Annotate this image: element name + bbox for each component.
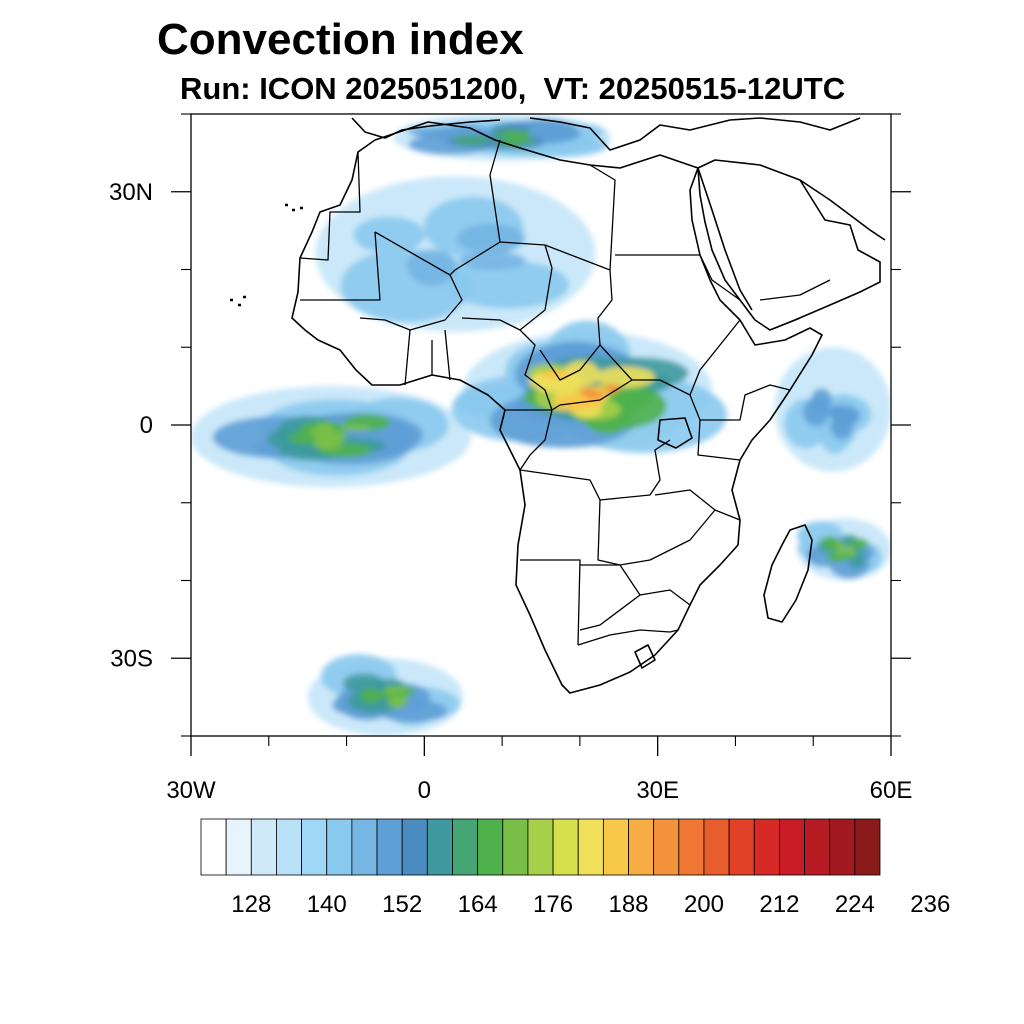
arabia-coastline [697,159,881,331]
colorbar-swatch [653,818,680,876]
red-sea-coast [697,167,753,311]
convection-shading [191,114,891,736]
colorbar-swatch [376,818,403,876]
lesotho-border [634,644,656,669]
convection-cell [511,139,538,144]
madagascar-coastline [763,524,813,623]
colorbar-swatch [276,818,302,876]
colorbar-swatch [678,818,705,876]
convection-cell [390,700,407,709]
convection-cell [359,687,382,704]
europe-coastline [351,117,861,151]
convection-cell [518,130,533,135]
colorbar-swatch [552,818,579,876]
convection-cell [353,216,425,254]
lat-tick-label: 30N [109,179,153,206]
colorbar-swatch [326,818,353,876]
colorbar-label: 164 [458,891,498,918]
colorbar-swatch [804,818,831,876]
colorbar-label: 212 [759,891,799,918]
colorbar-label: 176 [533,891,573,918]
convection-cell [452,134,490,146]
colorbar-swatch [452,818,479,876]
lon-tick-label: 30W [166,777,216,804]
coastlines [230,117,886,694]
convection-cell [316,422,334,435]
lake-victoria [657,417,693,449]
colorbar-swatch [703,818,730,876]
convection-cell [849,538,869,550]
map-title: Convection index [157,15,524,64]
islands [230,203,303,307]
colorbar-swatch [351,818,378,876]
colorbar-swatch [779,818,805,876]
colorbar-swatch [602,818,629,876]
lon-tick-label: 60E [870,777,913,804]
convection-cell [606,383,618,390]
colorbar-swatch [753,818,780,876]
colorbar-swatch [502,818,529,876]
convection-cell [342,673,385,693]
colorbar-swatch [477,818,504,876]
colorbar-swatch [250,818,277,876]
convection-cell [456,223,526,254]
convection-cell [835,548,844,557]
colorbar-label: 128 [231,891,271,918]
colorbar-swatch [829,818,856,876]
convection-cell [595,366,655,388]
colorbar: 128 140 152 164 176 188 200 212 224 236 [200,818,950,918]
colorbar-swatch [225,818,252,876]
colorbar-swatch [628,818,655,876]
colorbar-swatch [854,818,881,876]
africa-coastline [291,121,823,694]
lat-tick-label: 30S [110,645,153,672]
colorbar-swatch [728,818,755,876]
lon-tick-label: 30E [636,777,679,804]
colorbar-swatch [301,818,328,876]
country-borders [299,139,831,646]
colorbar-label: 236 [910,891,950,918]
convection-cell [339,424,372,431]
convection-cell [541,369,570,380]
convection-cell [313,436,335,447]
colorbar-swatch [577,818,604,876]
convection-cell [411,259,453,286]
colorbar-swatch [401,818,428,876]
lon-tick-label: 0 [418,777,431,804]
convection-cell [390,695,410,702]
convection-cell [845,549,857,557]
convection-cell [446,260,569,309]
convection-cell [803,397,829,427]
convection-cell [506,130,521,137]
colorbar-label: 188 [608,891,648,918]
convection-cell [830,414,853,440]
colorbar-label: 152 [382,891,422,918]
colorbar-swatch [527,818,554,876]
run-info-subtitle: Run: ICON 2025051200, VT: 20250515-12UTC [180,71,846,106]
colorbar-swatch [200,818,227,876]
colorbar-label: 200 [684,891,724,918]
colorbar-swatch [426,818,453,876]
colorbar-label: 224 [835,891,875,918]
convection-cell [834,542,846,550]
map-axes: 30N 0 30S 30W 0 30E 60E [109,113,913,804]
convection-cell [584,391,605,400]
convection-cell [398,685,409,692]
convection-cell [384,686,400,695]
colorbar-label: 140 [307,891,347,918]
convection-cell [458,251,526,270]
persian-gulf-coast [799,179,886,241]
lat-tick-label: 0 [140,412,153,439]
